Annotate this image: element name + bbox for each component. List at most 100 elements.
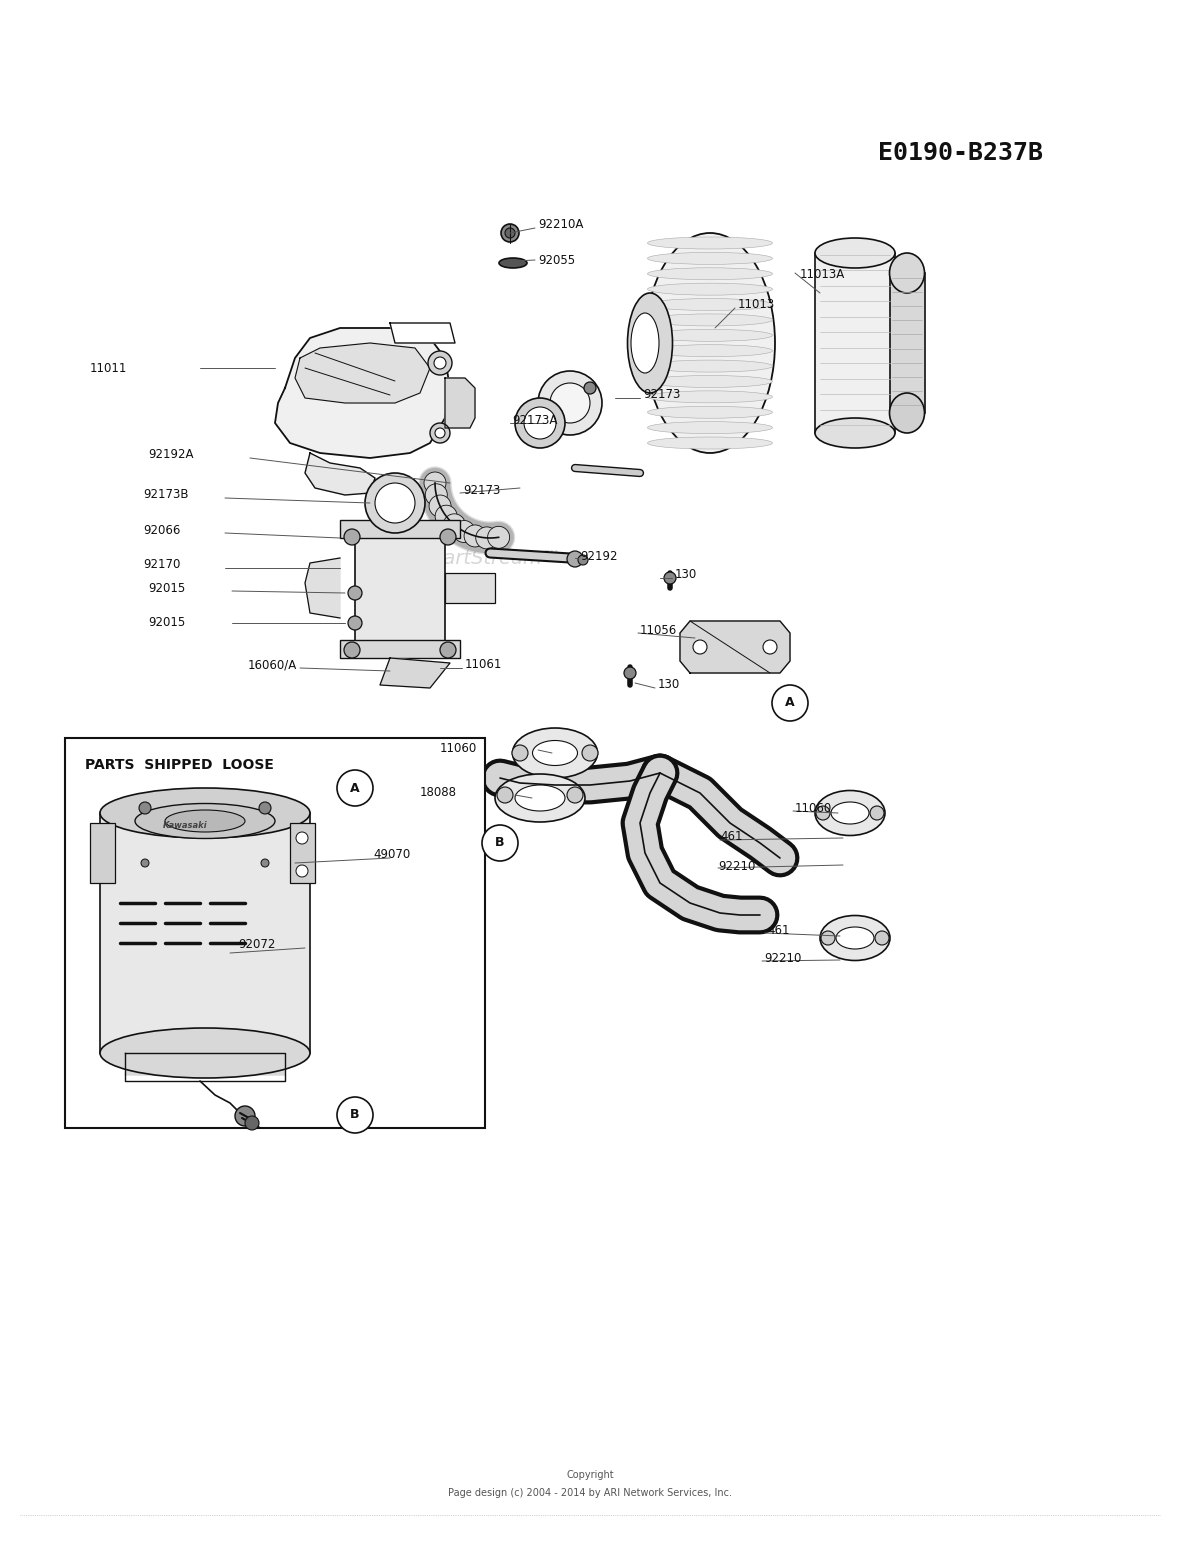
Text: 461: 461 [720, 830, 742, 844]
Ellipse shape [100, 1028, 310, 1079]
Polygon shape [295, 343, 430, 403]
Circle shape [440, 642, 455, 657]
Circle shape [345, 642, 360, 657]
Bar [340, 520, 460, 539]
Text: A: A [350, 781, 360, 795]
Circle shape [424, 472, 446, 494]
Text: 11056: 11056 [640, 625, 677, 637]
Ellipse shape [815, 790, 885, 835]
Circle shape [261, 859, 269, 867]
Ellipse shape [648, 421, 773, 434]
Ellipse shape [648, 375, 773, 387]
Text: 11013: 11013 [738, 298, 775, 312]
Polygon shape [125, 1052, 286, 1075]
Circle shape [578, 555, 588, 565]
Bar [290, 822, 315, 883]
Bar [890, 273, 925, 414]
Circle shape [245, 1116, 258, 1129]
Ellipse shape [645, 233, 775, 454]
Circle shape [430, 423, 450, 443]
Circle shape [870, 805, 884, 819]
Text: Kawasaki: Kawasaki [163, 821, 208, 830]
Text: Copyright: Copyright [566, 1470, 614, 1480]
Circle shape [435, 505, 457, 528]
Circle shape [337, 1097, 373, 1133]
Text: 92072: 92072 [238, 938, 275, 952]
Circle shape [584, 383, 596, 393]
Ellipse shape [890, 253, 924, 293]
Circle shape [296, 866, 308, 876]
Text: 11060: 11060 [795, 802, 832, 816]
Ellipse shape [135, 804, 275, 838]
Circle shape [430, 495, 451, 517]
Circle shape [821, 930, 835, 944]
Circle shape [763, 640, 776, 654]
Ellipse shape [831, 802, 868, 824]
Circle shape [428, 350, 452, 375]
Text: 92055: 92055 [538, 253, 575, 267]
Text: B: B [350, 1108, 360, 1122]
Ellipse shape [890, 393, 924, 434]
Circle shape [235, 1106, 255, 1126]
Ellipse shape [648, 313, 773, 326]
Ellipse shape [494, 775, 585, 822]
Circle shape [345, 529, 360, 545]
Circle shape [296, 832, 308, 844]
Bar [355, 532, 445, 653]
Circle shape [624, 667, 636, 679]
Circle shape [664, 572, 676, 583]
Circle shape [817, 805, 830, 819]
Circle shape [772, 685, 808, 721]
Ellipse shape [499, 258, 527, 268]
Circle shape [487, 526, 510, 548]
Text: 92192: 92192 [581, 549, 617, 563]
Circle shape [568, 787, 583, 802]
Text: 130: 130 [658, 679, 680, 691]
Circle shape [464, 525, 486, 546]
Text: 130: 130 [675, 568, 697, 582]
Text: 92192A: 92192A [148, 449, 194, 461]
Circle shape [375, 483, 415, 523]
Bar [815, 253, 894, 434]
Polygon shape [304, 559, 340, 619]
Ellipse shape [100, 788, 310, 838]
Ellipse shape [512, 728, 597, 778]
Bar [340, 640, 460, 657]
Text: PARTS  SHIPPED  LOOSE: PARTS SHIPPED LOOSE [85, 758, 274, 772]
Circle shape [453, 520, 476, 543]
Ellipse shape [648, 238, 773, 248]
Polygon shape [380, 657, 450, 688]
Text: 92173: 92173 [643, 389, 681, 401]
Ellipse shape [835, 927, 874, 949]
Circle shape [258, 802, 271, 815]
Text: 49070: 49070 [373, 849, 411, 861]
Ellipse shape [820, 915, 890, 960]
Text: 92210: 92210 [763, 952, 801, 966]
Circle shape [568, 551, 583, 566]
Circle shape [139, 802, 151, 815]
Circle shape [514, 398, 565, 447]
Ellipse shape [648, 360, 773, 372]
Ellipse shape [648, 284, 773, 295]
Ellipse shape [648, 268, 773, 279]
Circle shape [337, 770, 373, 805]
Ellipse shape [648, 253, 773, 264]
Ellipse shape [648, 406, 773, 418]
Bar [90, 822, 114, 883]
Ellipse shape [631, 313, 658, 373]
Text: 16060/A: 16060/A [248, 659, 297, 671]
Text: 461: 461 [767, 924, 789, 938]
Circle shape [481, 826, 518, 861]
Circle shape [502, 224, 519, 242]
Text: 92173: 92173 [463, 485, 500, 497]
Circle shape [435, 427, 445, 438]
Text: 92170: 92170 [143, 559, 181, 571]
Text: B: B [496, 836, 505, 850]
Text: E0190-B237B: E0190-B237B [878, 140, 1042, 165]
Text: 11061: 11061 [465, 659, 503, 671]
Polygon shape [445, 378, 476, 427]
Text: 11013A: 11013A [800, 268, 845, 281]
Ellipse shape [648, 298, 773, 310]
Circle shape [348, 616, 362, 630]
Text: A: A [785, 696, 795, 710]
